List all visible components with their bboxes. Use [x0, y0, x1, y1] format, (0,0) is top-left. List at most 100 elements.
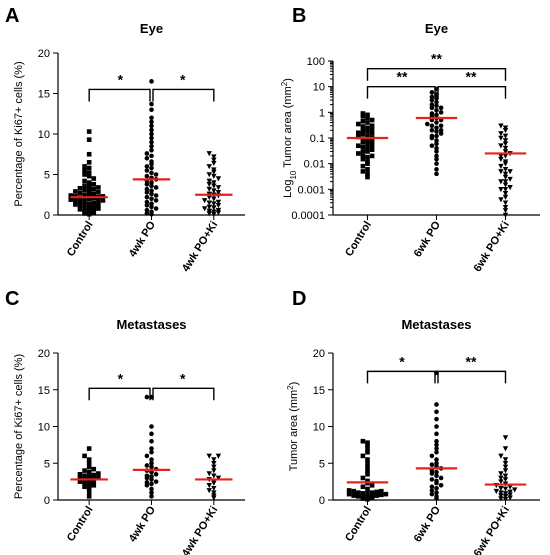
data-point: [360, 475, 366, 481]
data-point: [86, 211, 92, 217]
data-point: [434, 167, 439, 172]
data-point: [346, 491, 352, 497]
y-tick-label: 20: [38, 348, 50, 360]
significance-label: **: [466, 353, 477, 369]
data-point: [211, 464, 217, 470]
data-point: [365, 486, 370, 492]
significance-bracket: [366, 370, 436, 384]
data-point: [434, 494, 439, 499]
y-tick-label: 1: [319, 107, 325, 119]
data-point: [434, 438, 439, 444]
data-point: [438, 127, 444, 133]
data-point: [365, 171, 370, 177]
data-point: [149, 201, 154, 206]
data-point: [429, 133, 435, 139]
panel-letter: A: [5, 5, 19, 27]
data-point: [96, 471, 101, 476]
data-point: [502, 191, 509, 197]
data-point: [383, 491, 389, 497]
data-point: [438, 475, 444, 481]
data-point: [369, 131, 375, 136]
data-point: [68, 193, 74, 198]
data-point: [73, 202, 78, 207]
data-point: [149, 123, 154, 129]
data-point: [77, 199, 83, 205]
y-tick-label: 0: [44, 495, 50, 507]
data-point: [149, 119, 154, 125]
data-point: [215, 453, 222, 459]
data-point: [507, 484, 513, 490]
panel-title: Metastases: [401, 317, 471, 332]
data-point: [149, 143, 154, 149]
data-point: [369, 117, 375, 123]
data-point: [498, 490, 504, 496]
data-point: [201, 198, 208, 204]
data-point: [365, 159, 370, 164]
data-point: [153, 198, 159, 203]
data-point: [498, 496, 504, 502]
data-point: [429, 127, 435, 133]
data-point: [365, 446, 370, 451]
data-point: [360, 149, 366, 154]
data-point: [77, 475, 83, 481]
data-point: [96, 198, 101, 204]
data-point: [82, 453, 87, 459]
data-point: [82, 468, 87, 473]
data-point: [211, 154, 217, 160]
significance-label: **: [397, 69, 408, 85]
data-point: [86, 469, 92, 475]
data-point: [86, 494, 92, 499]
data-point: [360, 127, 366, 133]
data-point: [215, 185, 222, 191]
chart-panel-d: D Metastases 0 5 10 15 20 Tumor area (mm2) Contr…: [286, 288, 540, 555]
data-point: [153, 185, 159, 190]
y-tick-label: 20: [38, 48, 50, 60]
data-point: [96, 190, 101, 195]
data-point: [149, 424, 154, 429]
data-point: [429, 123, 435, 129]
data-point: [206, 204, 212, 210]
data-point: [149, 147, 154, 153]
data-point: [86, 192, 92, 198]
data-point: [434, 431, 439, 437]
data-point: [498, 179, 504, 185]
y-axis-title-text: ): [288, 382, 300, 386]
data-point: [365, 440, 370, 445]
data-point: [498, 153, 504, 159]
data-point: [498, 163, 504, 169]
data-point: [434, 449, 439, 455]
data-point: [502, 473, 509, 479]
data-point: [91, 472, 97, 478]
data-point: [100, 198, 106, 203]
panel-letter: D: [292, 288, 306, 310]
data-point: [365, 460, 370, 466]
data-point: [498, 169, 504, 175]
data-point: [429, 94, 435, 100]
y-tick-label: 15: [313, 385, 325, 397]
data-point: [86, 188, 92, 193]
data-point: [144, 164, 150, 169]
data-point: [211, 490, 217, 496]
panel-title: Eye: [425, 21, 448, 36]
data-point: [365, 129, 370, 134]
panel-letter: C: [5, 288, 19, 310]
y-axis-title: Log10 Tumor area (mm2): [280, 78, 298, 198]
data-point: [149, 490, 154, 495]
data-point: [211, 183, 217, 189]
data-point: [149, 135, 154, 141]
data-point: [144, 190, 150, 195]
y-axis-title-superscript: 2: [286, 385, 295, 390]
data-point: [502, 159, 509, 165]
data-point: [502, 171, 509, 177]
data-point: [144, 394, 150, 400]
panel-letter: B: [292, 5, 306, 27]
x-tick-label: 4wk PO+Ki: [180, 504, 220, 555]
y-tick-label: 10: [313, 82, 325, 94]
y-tick-label: 5: [44, 458, 50, 470]
data-point: [498, 475, 504, 481]
data-point: [149, 159, 154, 164]
data-point: [149, 481, 154, 487]
data-point: [493, 488, 499, 494]
data-point: [211, 205, 217, 211]
y-tick-label: 0.001: [297, 184, 325, 196]
